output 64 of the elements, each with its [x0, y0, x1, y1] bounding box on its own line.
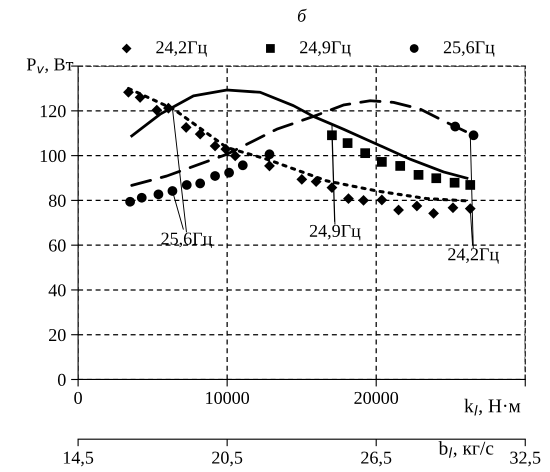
y-tick-label: 100: [40, 150, 66, 162]
y-tick-label: 20: [49, 328, 66, 342]
x2-tick-label: 14,5: [64, 452, 94, 466]
y-tick-label: 0: [58, 374, 66, 386]
point: [468, 130, 478, 140]
point: [428, 208, 439, 219]
point: [448, 202, 458, 214]
y-tick-label: 40: [48, 284, 66, 296]
point: [393, 204, 404, 216]
point: [414, 170, 424, 180]
y-axis-title: P$_{v}$, Вт: [26, 58, 74, 74]
annotation: 25,6Гц: [161, 232, 212, 248]
point: [224, 168, 234, 178]
annotation: 24,2Гц: [448, 248, 499, 264]
x2-tick-label: 26,5: [361, 452, 392, 466]
point: [151, 104, 162, 116]
point: [154, 189, 164, 200]
point: [210, 140, 220, 152]
legend-label: 24,2Гц: [156, 41, 207, 57]
point: [230, 150, 241, 162]
point: [220, 144, 232, 155]
point: [168, 186, 178, 196]
x-tick-label: 10000: [206, 392, 250, 404]
point: [125, 196, 135, 207]
point: [264, 160, 275, 172]
point: [342, 138, 352, 148]
point: [376, 194, 388, 206]
point: [431, 173, 442, 184]
point: [238, 160, 248, 170]
legend-label: 24,9Гц: [300, 41, 351, 57]
point: [210, 171, 220, 181]
point: [264, 149, 274, 160]
x-axis-title: k$_{l}$, Н·м: [464, 398, 520, 416]
y-tick-label: 80: [48, 194, 66, 207]
point: [134, 92, 146, 103]
point: [450, 178, 460, 188]
point: [411, 200, 422, 212]
point: [358, 194, 369, 206]
point: [360, 148, 370, 158]
point: [327, 130, 337, 140]
point: [195, 178, 206, 188]
point: [343, 193, 354, 204]
x2-tick-label: 32,5: [510, 452, 540, 466]
y-tick-label: 120: [40, 105, 66, 118]
point: [395, 161, 406, 171]
x-tick-label: 0: [74, 392, 82, 404]
point: [180, 122, 192, 133]
x2-axis-title: b$_{l}$, кг/с: [438, 441, 494, 458]
point: [450, 122, 460, 132]
point: [465, 180, 476, 190]
point: [182, 180, 192, 190]
annotation: 24,9Гц: [310, 224, 360, 240]
x2-tick-label: 20,5: [212, 452, 242, 466]
chart-title: б: [298, 8, 307, 22]
y-tick-label: 60: [49, 239, 66, 252]
point: [296, 174, 308, 185]
point: [310, 176, 322, 187]
legend-label: 25,6Гц: [444, 41, 494, 57]
point: [136, 192, 147, 203]
point: [123, 86, 134, 98]
point: [194, 128, 206, 140]
x-tick-label: 20000: [354, 392, 398, 404]
point: [464, 203, 476, 214]
point: [377, 157, 387, 167]
